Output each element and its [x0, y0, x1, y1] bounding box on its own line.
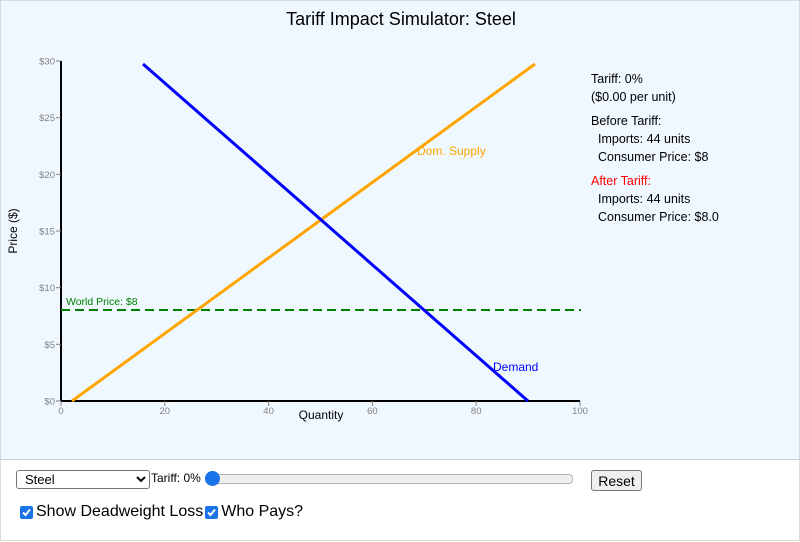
x-axis-label: Quantity [299, 408, 344, 422]
tariff-rate: Tariff: 0% [591, 72, 643, 86]
options-row: Show Deadweight Loss Who Pays? [20, 503, 303, 521]
tariff-slider-thumb[interactable] [205, 471, 220, 486]
svg-text:$25: $25 [39, 113, 55, 124]
demand-line [142, 62, 529, 403]
svg-text:$10: $10 [39, 283, 55, 294]
svg-text:$30: $30 [39, 57, 55, 68]
reset-button[interactable]: Reset [591, 470, 642, 491]
checkmark-icon [207, 508, 216, 516]
tariff-info-panel: Tariff: 0% ($0.00 per unit) Before Tarif… [591, 70, 719, 226]
before-tariff-heading: Before Tariff: [591, 114, 662, 128]
supply-line [71, 62, 536, 403]
y-ticks: $0 $5 $10 $15 $20 $25 $30 [39, 57, 61, 408]
svg-text:60: 60 [367, 406, 378, 417]
after-tariff-heading: After Tariff: [591, 174, 651, 188]
svg-text:$20: $20 [39, 170, 55, 181]
page-title: Tariff Impact Simulator: Steel [286, 9, 516, 29]
svg-text:100: 100 [572, 406, 588, 417]
svg-text:0: 0 [58, 406, 63, 417]
tariff-slider-label: Tariff: 0% [151, 471, 201, 485]
who-pays-label[interactable]: Who Pays? [221, 503, 304, 520]
product-select[interactable]: Steel [16, 470, 150, 489]
x-ticks: 0 20 40 60 80 100 [58, 401, 588, 417]
supply-label: Dom. Supply [417, 144, 486, 158]
checkmark-icon [22, 508, 31, 516]
show-deadweight-loss-label[interactable]: Show Deadweight Loss [36, 503, 204, 520]
before-consumer-price: Consumer Price: $8 [598, 150, 709, 164]
after-imports: Imports: 44 units [598, 192, 691, 206]
svg-text:$0: $0 [44, 397, 55, 408]
svg-text:40: 40 [263, 406, 274, 417]
tariff-slider[interactable] [205, 471, 573, 486]
y-axis-label: Price ($) [6, 208, 20, 253]
svg-text:$5: $5 [44, 340, 55, 351]
world-price-label: World Price: $8 [66, 296, 138, 308]
svg-text:80: 80 [471, 406, 482, 417]
show-deadweight-loss-checkbox[interactable] [20, 505, 33, 519]
controls-panel: Steel Tariff: 0% Reset Show Deadweight L… [0, 460, 800, 541]
who-pays-checkbox[interactable] [205, 505, 219, 519]
tariff-per-unit: ($0.00 per unit) [591, 90, 676, 104]
chart-panel: Tariff Impact Simulator: Steel $0 $5 $10… [0, 0, 800, 461]
demand-label: Demand [493, 360, 538, 374]
supply-demand-chart: $0 $5 $10 $15 $20 $25 $30 0 20 40 60 80 … [6, 57, 588, 423]
svg-text:$15: $15 [39, 227, 55, 238]
after-consumer-price: Consumer Price: $8.0 [598, 210, 719, 224]
svg-text:20: 20 [160, 406, 171, 417]
before-imports: Imports: 44 units [598, 132, 691, 146]
